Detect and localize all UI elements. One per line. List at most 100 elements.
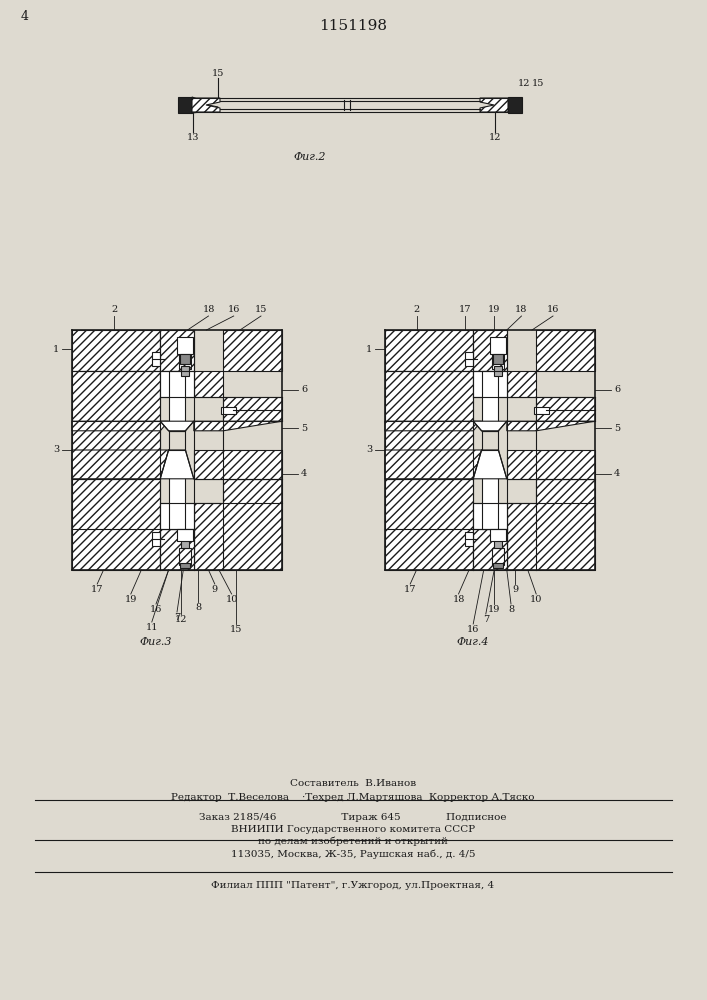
Text: 8: 8	[508, 605, 514, 614]
Text: 16: 16	[547, 306, 559, 314]
Polygon shape	[72, 371, 160, 479]
Polygon shape	[385, 450, 481, 479]
Bar	[177, 337, 194, 354]
Polygon shape	[473, 421, 507, 431]
Text: 11: 11	[146, 624, 158, 633]
Text: Φиг.3: Φиг.3	[140, 637, 173, 647]
Text: по делам изобретений и открытий: по делам изобретений и открытий	[258, 836, 448, 846]
Polygon shape	[72, 421, 168, 431]
Text: 15: 15	[212, 68, 224, 78]
Text: 3: 3	[366, 446, 372, 454]
Polygon shape	[72, 479, 160, 570]
Text: 12: 12	[518, 79, 530, 88]
Bar	[152, 352, 160, 366]
Text: Заказ 2185/46                    Тираж 645              Подписное: Заказ 2185/46 Тираж 645 Подписное	[199, 812, 507, 822]
Polygon shape	[481, 371, 498, 431]
Polygon shape	[385, 479, 473, 570]
Bar	[152, 532, 160, 546]
Bar	[492, 350, 504, 369]
Text: Φиг.2: Φиг.2	[293, 152, 326, 162]
Polygon shape	[160, 371, 194, 397]
Text: 7: 7	[483, 615, 489, 624]
Text: 19: 19	[488, 306, 501, 314]
Polygon shape	[473, 371, 507, 397]
Text: 2: 2	[414, 306, 420, 314]
Text: 18: 18	[202, 306, 215, 314]
Polygon shape	[507, 450, 595, 479]
Bar	[182, 539, 189, 548]
Polygon shape	[194, 421, 282, 431]
Polygon shape	[194, 479, 282, 570]
Text: ВНИИПИ Государственного комитета СССР: ВНИИПИ Государственного комитета СССР	[231, 824, 475, 834]
Text: 9: 9	[211, 585, 218, 594]
Text: 19: 19	[124, 595, 137, 604]
Polygon shape	[473, 529, 507, 570]
Text: 9: 9	[512, 585, 518, 594]
Polygon shape	[473, 503, 507, 529]
Text: 15: 15	[532, 79, 544, 88]
Polygon shape	[192, 97, 218, 113]
Polygon shape	[507, 330, 595, 397]
Bar	[221, 407, 235, 414]
Text: Редактор  Т.Веселова    ·Техред Л.Мартяшова  Корректор А.Тяско: Редактор Т.Веселова ·Техред Л.Мартяшова …	[171, 794, 534, 802]
Bar	[180, 548, 192, 565]
Text: 18: 18	[515, 306, 527, 314]
Bar	[492, 548, 504, 565]
Text: 10: 10	[530, 595, 542, 604]
Text: 5: 5	[301, 424, 307, 433]
Text: 1: 1	[366, 345, 372, 354]
Polygon shape	[160, 529, 194, 570]
Text: 18: 18	[452, 595, 464, 604]
Polygon shape	[507, 421, 595, 431]
Polygon shape	[508, 97, 522, 113]
Bar	[491, 337, 506, 354]
Polygon shape	[385, 330, 473, 371]
Text: 10: 10	[226, 595, 238, 604]
Text: 4: 4	[21, 10, 29, 23]
Text: 16: 16	[467, 626, 479, 635]
Bar	[534, 407, 549, 414]
Text: 113035, Москва, Ж-35, Раушская наб., д. 4/5: 113035, Москва, Ж-35, Раушская наб., д. …	[230, 849, 475, 859]
Text: 5: 5	[614, 424, 620, 433]
Text: Φиг.4: Φиг.4	[457, 637, 489, 647]
Text: 17: 17	[459, 306, 471, 314]
Text: 4: 4	[614, 470, 620, 479]
Text: Составитель  В.Иванов: Составитель В.Иванов	[290, 780, 416, 788]
Polygon shape	[72, 450, 168, 479]
Text: 16: 16	[150, 605, 162, 614]
Text: 19: 19	[488, 605, 501, 614]
Bar	[491, 529, 506, 541]
Polygon shape	[385, 371, 473, 479]
Polygon shape	[385, 421, 481, 431]
Bar	[465, 352, 473, 366]
Polygon shape	[536, 397, 595, 421]
Text: 16: 16	[228, 306, 240, 314]
Polygon shape	[194, 450, 282, 479]
Polygon shape	[194, 330, 282, 397]
Text: 13: 13	[187, 132, 199, 141]
Polygon shape	[178, 97, 192, 113]
Bar	[180, 350, 192, 369]
Polygon shape	[480, 98, 508, 112]
Polygon shape	[160, 421, 194, 431]
Bar	[177, 529, 194, 541]
Text: 1: 1	[53, 345, 59, 354]
Bar	[180, 563, 190, 568]
Text: 3: 3	[53, 446, 59, 454]
Text: 2: 2	[111, 306, 117, 314]
Bar	[493, 563, 503, 568]
Polygon shape	[168, 450, 185, 529]
Text: 15: 15	[255, 306, 267, 314]
Text: 17: 17	[404, 585, 416, 594]
Polygon shape	[160, 330, 194, 371]
Text: 12: 12	[175, 615, 187, 624]
Text: Филиал ППП "Патент", г.Ужгород, ул.Проектная, 4: Филиал ППП "Патент", г.Ужгород, ул.Проек…	[211, 880, 495, 890]
Text: 8: 8	[195, 603, 201, 612]
Polygon shape	[473, 330, 507, 371]
Polygon shape	[72, 330, 160, 371]
Bar	[182, 366, 189, 376]
Polygon shape	[473, 450, 507, 479]
Polygon shape	[192, 98, 220, 112]
Bar	[494, 366, 503, 376]
Text: 6: 6	[614, 385, 620, 394]
